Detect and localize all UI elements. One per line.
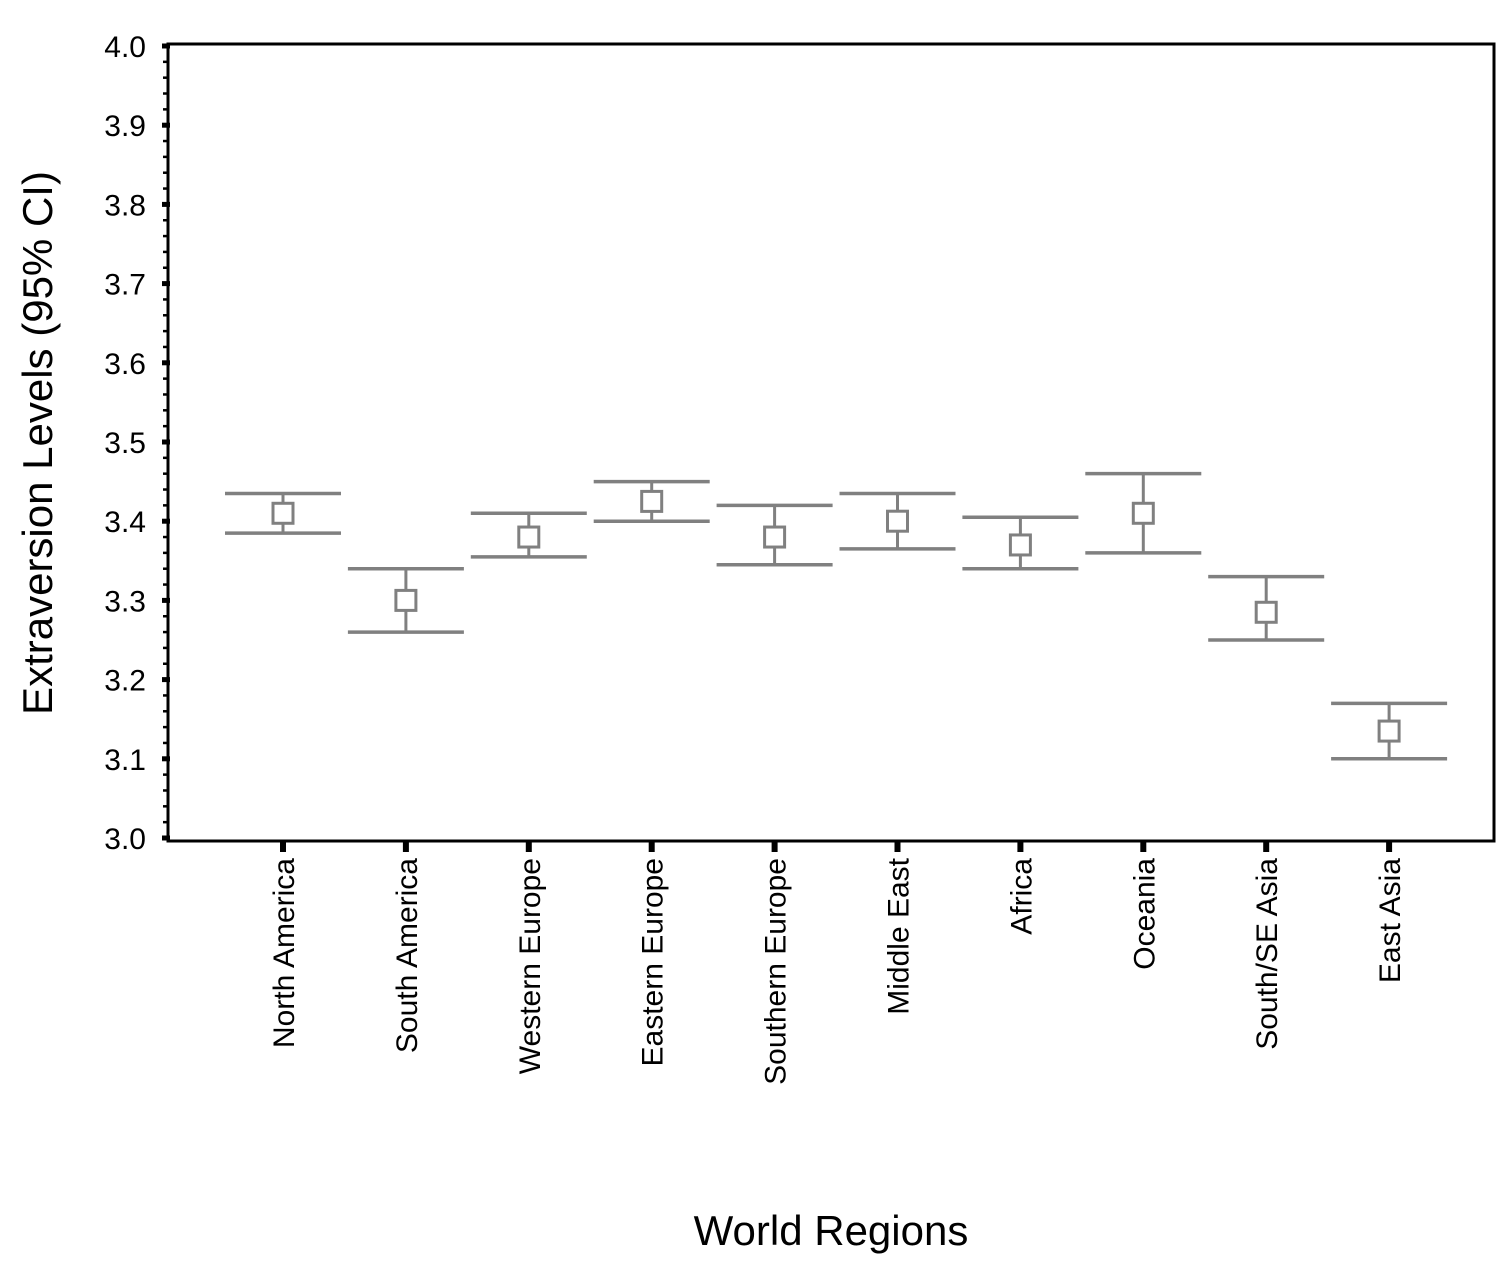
y-tick-label: 3.9 [104,110,146,143]
mean-marker [1131,501,1155,525]
x-tick-label: Middle East [883,857,916,1014]
y-tick-label: 4.0 [104,31,146,64]
y-tick-label: 3.5 [104,427,146,460]
x-tick-label: Western Europe [514,858,547,1074]
x-axis-ticks: North America South America Western Europe… [268,840,1407,1085]
plot-frame [166,42,1496,843]
mean-marker [517,525,541,549]
mean-marker [1008,533,1032,557]
y-axis-ticks: 3.0 3.1 3.2 3.3 3.4 3.5 3.6 3.7 3.8 3.9 4.0 [104,31,170,856]
y-axis-title: Extraversion Levels (95% CI) [14,171,61,715]
mean-marker [640,489,664,513]
x-tick-label: South America [391,858,424,1053]
y-tick-label: 3.8 [104,189,146,222]
y-tick-label: 3.6 [104,348,146,381]
y-tick-label: 3.3 [104,585,146,618]
mean-marker [1254,600,1278,624]
y-tick-label: 3.2 [104,665,146,698]
y-tick-label: 3.1 [104,744,146,777]
x-tick-label: North America [268,858,301,1048]
x-tick-label: Oceania [1128,858,1161,970]
x-tick-label: East Asia [1374,858,1407,983]
y-tick-label: 3.7 [104,269,146,302]
mean-marker [394,588,418,612]
x-tick-label: Eastern Europe [637,858,670,1066]
y-tick-label: 3.0 [104,823,146,856]
x-tick-label: South/SE Asia [1251,858,1284,1050]
mean-marker [1377,719,1401,743]
error-bars [225,471,1448,761]
x-axis-title: World Regions [694,1207,969,1254]
x-tick-label: Africa [1005,858,1038,935]
mean-marker [886,509,909,533]
x-tick-label: Southern Europe [760,858,793,1085]
mean-marker [271,501,295,525]
mean-marker [763,525,787,549]
y-tick-label: 3.4 [104,506,146,539]
